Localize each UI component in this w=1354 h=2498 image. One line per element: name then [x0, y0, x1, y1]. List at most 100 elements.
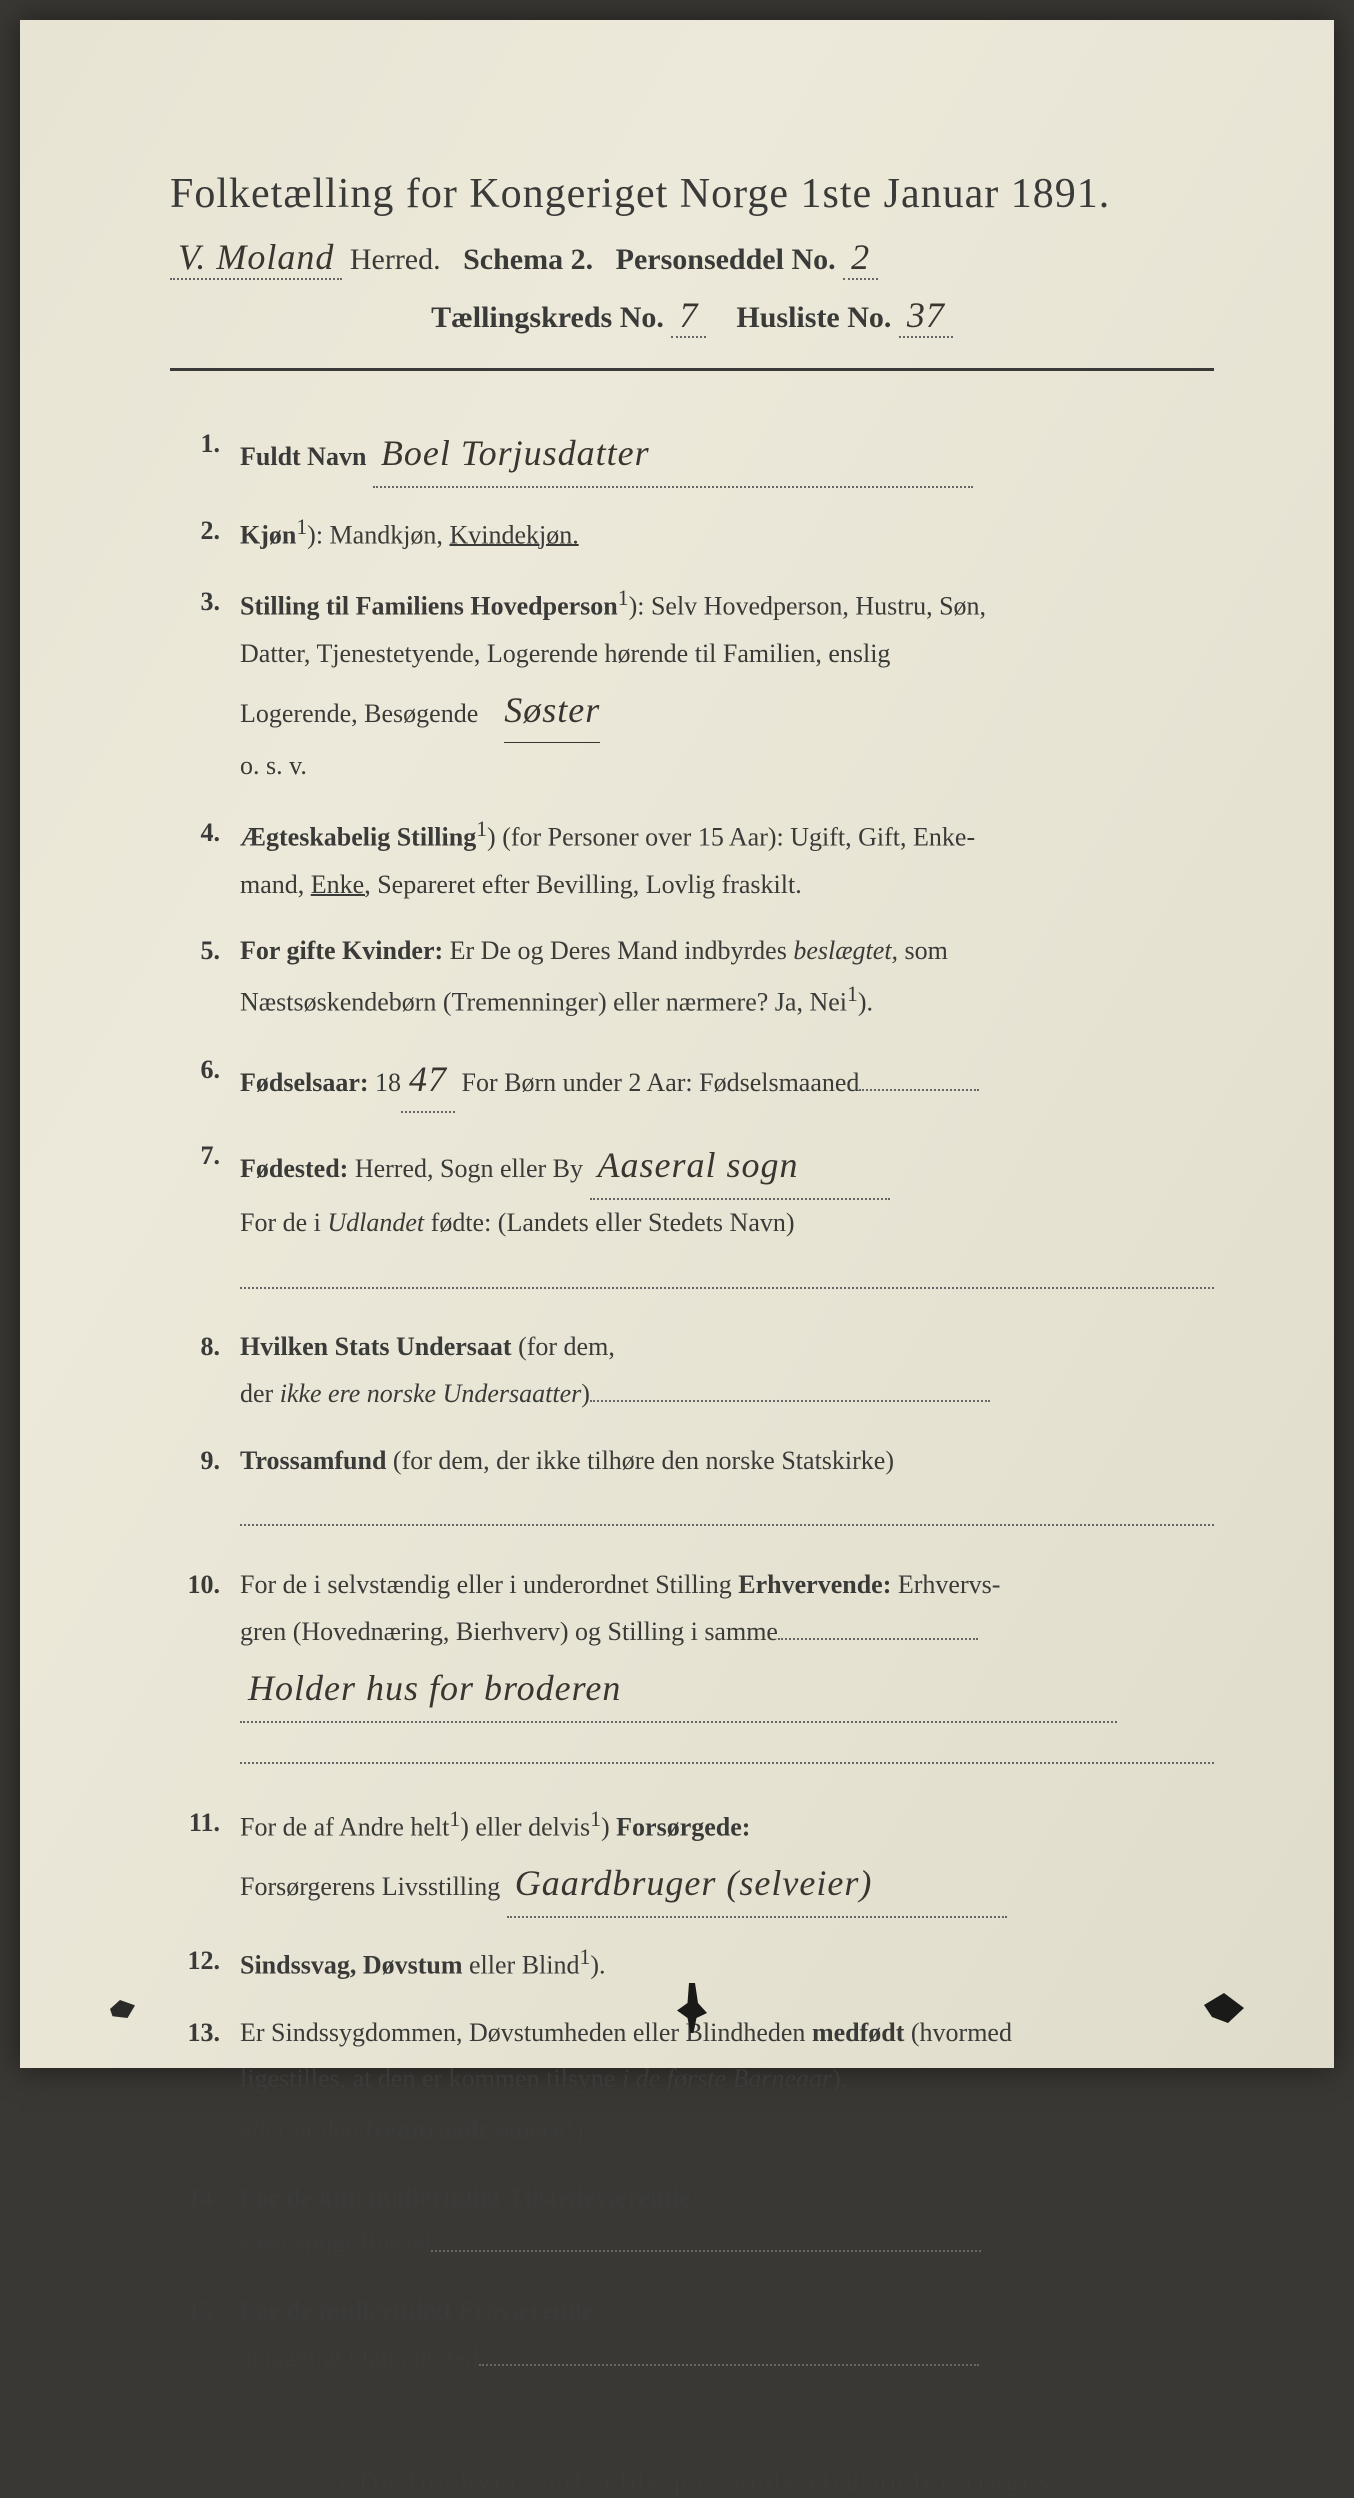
- text: ): Mandkjøn,: [307, 520, 449, 549]
- entry-num: 11.: [180, 1800, 240, 1918]
- text: som: [898, 936, 948, 965]
- bold-text: fremtraadt senere: [365, 2116, 564, 2145]
- text: Datter, Tjenestetyende, Logerende hørend…: [240, 639, 890, 668]
- text: gren (Hovednæring, Bierhverv) og Stillin…: [240, 1617, 778, 1646]
- entry-num: 10.: [180, 1562, 240, 1780]
- entry-num: 12.: [180, 1938, 240, 1989]
- text: Logerende, Besøgende: [240, 699, 478, 728]
- entry-content: Fødested: Herred, Sogn eller By Aaseral …: [240, 1133, 1214, 1304]
- header-line-3: Tællingskreds No. 7 Husliste No. 37: [170, 294, 1214, 338]
- form-header: Folketælling for Kongeriget Norge 1ste J…: [170, 170, 1214, 371]
- entry-num: 7.: [180, 1133, 240, 1304]
- label: For de kun midlertidigt Tilstedeværende:: [240, 2183, 699, 2212]
- label: Fuldt Navn: [240, 442, 366, 471]
- text: er den: [288, 2116, 365, 2145]
- blank-field: [590, 1376, 990, 1402]
- text: For Børn under 2 Aar: Fødselsmaaned: [455, 1068, 859, 1097]
- entry-content: Fuldt Navn Boel Torjusdatter: [240, 421, 1214, 488]
- text: Er De og Deres Mand indbyrdes: [443, 936, 793, 965]
- blank-field: [431, 2226, 981, 2252]
- text: ligestilles, at den er kommen tilsyne: [240, 2064, 622, 2093]
- blank-field: [479, 2340, 979, 2366]
- italic-text: eller: [240, 2116, 288, 2145]
- entry-content: Hvilken Stats Undersaat (for dem, der ik…: [240, 1324, 1214, 1418]
- text: ) eller delvis: [460, 1813, 590, 1842]
- text: mand,: [240, 870, 311, 899]
- herred-handwritten: V. Moland: [170, 236, 342, 280]
- blank-line: [240, 1485, 1214, 1527]
- text: ): [601, 1813, 616, 1842]
- entry-3: 3. Stilling til Familiens Hovedperson1):…: [180, 579, 1214, 790]
- entry-num: 8.: [180, 1324, 240, 1418]
- selected-option: Enke,: [311, 870, 371, 899]
- relation-handwritten: Søster: [504, 678, 600, 744]
- year-handwritten: 47: [401, 1047, 455, 1114]
- entry-content: Kjøn1): Mandkjøn, Kvindekjøn.: [240, 508, 1214, 559]
- entry-num: 15.: [180, 2288, 240, 2382]
- footnote-ref: 1: [590, 1807, 601, 1831]
- text: (for dem,: [512, 1332, 615, 1361]
- entry-content: Sindssvag, Døvstum eller Blind1).: [240, 1938, 1214, 1989]
- blank-line: [240, 1247, 1214, 1289]
- italic-text: Udlandet: [327, 1208, 424, 1237]
- bold-text: Erhvervende:: [738, 1570, 891, 1599]
- text: Forsørgerens Livsstilling: [240, 1872, 500, 1901]
- form-title: Folketælling for Kongeriget Norge 1ste J…: [170, 170, 1214, 218]
- text: antageligt Opholdssted: [240, 2343, 479, 2372]
- entry-num: 14.: [180, 2175, 240, 2269]
- entry-content: For de af Andre helt1) eller delvis1) Fo…: [240, 1800, 1214, 1918]
- label: For gifte Kvinder:: [240, 936, 443, 965]
- entry-num: 5.: [180, 928, 240, 1026]
- label: Hvilken Stats Undersaat: [240, 1332, 512, 1361]
- entry-13: 13. Er Sindssygdommen, Døvstumheden elle…: [180, 2010, 1214, 2155]
- bold-text: Forsørgede:: [616, 1813, 750, 1842]
- label: Ægteskabelig Stilling: [240, 823, 476, 852]
- entry-num: 3.: [180, 579, 240, 790]
- name-handwritten: Boel Torjusdatter: [373, 421, 973, 488]
- entry-11: 11. For de af Andre helt1) eller delvis1…: [180, 1800, 1214, 1918]
- footnote-ref: 1: [296, 515, 307, 539]
- entry-4: 4. Ægteskabelig Stilling1) (for Personer…: [180, 810, 1214, 908]
- footnote-ref: 1: [847, 982, 858, 1006]
- text: For de i: [240, 1208, 327, 1237]
- text: ) (for Personer over 15 Aar): Ugift, Gif…: [487, 823, 975, 852]
- text: Erhvervs-: [891, 1570, 1000, 1599]
- label: For de midlertidigt Fraværende:: [240, 2296, 602, 2325]
- entry-14: 14. For de kun midlertidigt Tilstedevære…: [180, 2175, 1214, 2269]
- text: sædvanligt Bosted: [240, 2229, 431, 2258]
- census-form-page: Folketælling for Kongeriget Norge 1ste J…: [20, 20, 1334, 2068]
- text: ).: [590, 1951, 605, 1980]
- kreds-no-hw: 7: [671, 294, 706, 338]
- blank-field: [778, 1614, 978, 1640]
- selected-option: Kvindekjøn.: [449, 520, 578, 549]
- text: ).: [858, 988, 873, 1017]
- label: Fødselsaar:: [240, 1068, 369, 1097]
- blank-line: [240, 1723, 1214, 1765]
- text: Herred, Sogn eller By: [348, 1154, 583, 1183]
- entry-num: 2.: [180, 508, 240, 559]
- footnote-ref: 1: [580, 1945, 591, 1969]
- entry-content: For gifte Kvinder: Er De og Deres Mand i…: [240, 928, 1214, 1026]
- entry-content: Trossamfund (for dem, der ikke tilhøre d…: [240, 1438, 1214, 1542]
- entry-content: Er Sindssygdommen, Døvstumheden eller Bl…: [240, 2010, 1214, 2155]
- label: Kjøn: [240, 520, 296, 549]
- entry-2: 2. Kjøn1): Mandkjøn, Kvindekjøn.: [180, 508, 1214, 559]
- text: eller Blind: [463, 1951, 580, 1980]
- text: Næstsøskendebørn (Tremenninger) eller næ…: [240, 988, 847, 1017]
- entry-8: 8. Hvilken Stats Undersaat (for dem, der…: [180, 1324, 1214, 1418]
- ink-blot-icon: [110, 2000, 135, 2018]
- schema-label: Schema 2.: [463, 243, 593, 276]
- personseddel-no-hw: 2: [843, 236, 878, 280]
- text: (hvormed: [904, 2018, 1012, 2047]
- text: der: [240, 1379, 280, 1408]
- kreds-label: Tællingskreds No.: [431, 301, 664, 334]
- entry-num: 13.: [180, 2010, 240, 2155]
- entry-num: 6.: [180, 1047, 240, 1114]
- entry-6: 6. Fødselsaar: 1847 For Børn under 2 Aar…: [180, 1047, 1214, 1114]
- provider-handwritten: Gaardbruger (selveier): [507, 1851, 1007, 1918]
- text: fødte: (Landets eller Stedets Navn): [424, 1208, 794, 1237]
- entry-num: 1.: [180, 421, 240, 488]
- footnote-ref: 1: [618, 586, 629, 610]
- text: Separeret efter Bevilling, Lovlig fraski…: [371, 870, 802, 899]
- text: o. s. v.: [240, 751, 307, 780]
